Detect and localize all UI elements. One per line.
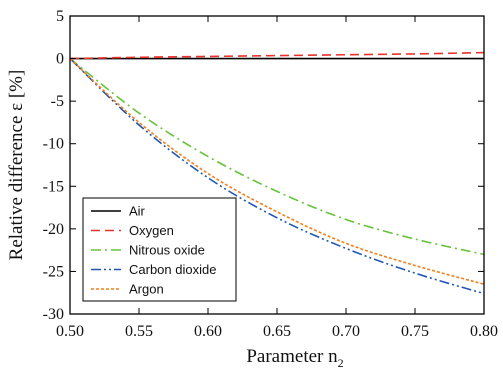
y-tick-label: -15 [43, 178, 64, 195]
legend-label: Argon [129, 282, 164, 297]
y-tick-label: -20 [43, 221, 64, 238]
legend-label: Air [129, 204, 146, 219]
legend-label: Carbon dioxide [129, 262, 216, 277]
x-axis-ticks: 0.50 0.55 0.60 0.65 0.70 0.75 0.80 [56, 16, 498, 340]
y-tick-label: -10 [43, 136, 64, 153]
x-tick-label: 0.55 [125, 323, 153, 340]
y-tick-label: 5 [56, 8, 64, 25]
x-tick-label: 0.65 [263, 323, 291, 340]
y-tick-label: -5 [51, 93, 64, 110]
y-tick-label: 0 [56, 51, 64, 68]
series-line-argon [69, 57, 485, 285]
series-line-nitrous-oxide [69, 57, 485, 256]
legend-label: Nitrous oxide [129, 243, 205, 258]
y-tick-label: -25 [43, 263, 64, 280]
x-tick-label: 0.60 [194, 323, 222, 340]
series-line-oxygen [69, 51, 485, 60]
x-tick-label: 0.70 [332, 323, 360, 340]
x-axis-title: Parameter n2 [246, 346, 343, 370]
y-axis-ticks: 5 0 -5 -10 -15 -20 -25 -30 [43, 8, 484, 323]
series-lines [69, 51, 485, 295]
legend-box [82, 197, 237, 302]
x-tick-label: 0.75 [401, 323, 429, 340]
legend: Air Oxygen Nitrous oxide Carbon dioxide Argo… [82, 197, 237, 302]
y-tick-label: -30 [43, 306, 64, 323]
x-tick-label: 0.80 [470, 323, 498, 340]
series-line-carbon-dioxide [69, 57, 485, 295]
x-tick-label: 0.50 [56, 323, 84, 340]
y-axis-title: Relative difference ε [%] [6, 70, 27, 261]
legend-label: Oxygen [129, 223, 174, 238]
